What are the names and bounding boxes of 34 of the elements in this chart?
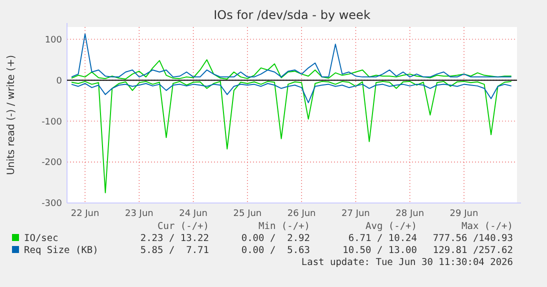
y-tick-label: -100 <box>42 117 62 128</box>
legend-label: Req Size (KB) <box>24 245 98 256</box>
y-tick-label: -200 <box>42 158 62 168</box>
x-tick-label: 26 Jun <box>287 209 316 219</box>
text: 2.23 / 13.22 <box>140 233 209 244</box>
x-tick-label: 29 Jun <box>450 209 478 219</box>
x-tick-label: 24 Jun <box>179 209 208 219</box>
text: 6.71 / 10.24 <box>348 233 418 244</box>
y-tick-label: 0 <box>56 76 62 86</box>
line-series <box>71 80 512 194</box>
text: Cur (-/+) <box>158 221 209 232</box>
text: 0.00 / 2.92 <box>241 233 310 244</box>
x-tick-label: 22 Jun <box>70 209 100 219</box>
text: Max (-/+) <box>462 221 513 232</box>
text: 0.00 / 5.63 <box>241 245 310 256</box>
y-tick-label: 100 <box>44 35 62 46</box>
y-tick-label: -300 <box>42 199 62 210</box>
text: Avg (-/+) <box>366 221 417 232</box>
text: Last update: Tue Jun 30 11:30:04 2026 <box>301 257 514 268</box>
x-tick-label: 28 Jun <box>396 209 424 219</box>
chart-title: IOs for /dev/sda - by week <box>214 8 370 22</box>
line-series <box>71 33 512 78</box>
y-axis-title: Units read (-) / write (+) <box>6 54 17 176</box>
line-series <box>71 82 512 104</box>
text: 5.85 / 7.71 <box>140 245 210 256</box>
x-tick-label: 23 Jun <box>124 209 154 219</box>
legend-label: IO/sec <box>24 233 58 244</box>
x-tick-label: 25 Jun <box>233 209 262 219</box>
text: Min (-/+) <box>258 221 310 232</box>
text: 777.56 /140.93 <box>432 233 513 244</box>
line-series <box>71 59 512 80</box>
x-tick-label: 27 Jun <box>342 209 370 219</box>
text: 129.81 /257.62 <box>432 245 513 256</box>
text: 10.50 / 13.00 <box>342 245 418 256</box>
